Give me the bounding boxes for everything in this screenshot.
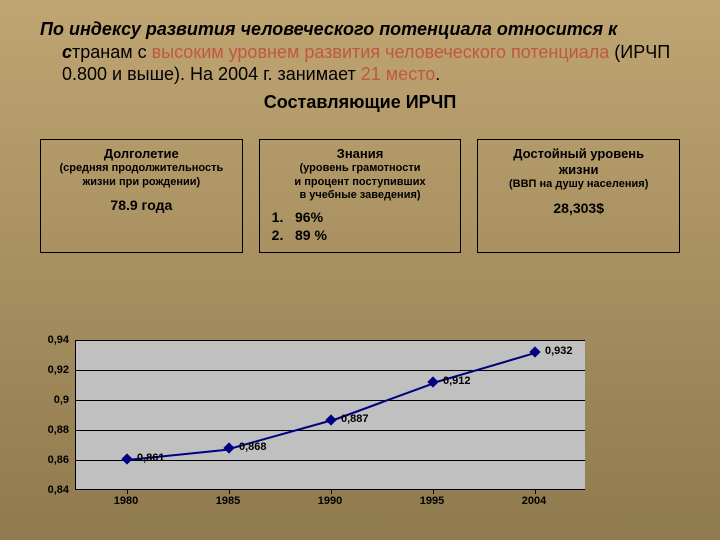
- orange-text-2: 21 место: [361, 64, 435, 84]
- y-tick-label: 0,94: [48, 334, 69, 346]
- chart-data-label: 0,887: [341, 413, 369, 425]
- box-list-item: 1. 96%: [272, 209, 457, 227]
- box-subtitle: (уровень грамотностии процент поступивши…: [264, 162, 457, 203]
- component-box: Знания(уровень грамотностии процент пост…: [259, 139, 462, 254]
- x-tick-label: 1985: [216, 495, 240, 507]
- box-subtitle: (ВВП на душу населения): [482, 178, 675, 192]
- intro-paragraph: По индексу развития человеческого потенц…: [40, 18, 680, 86]
- y-axis-labels: 0,840,860,880,90,920,94: [35, 340, 73, 490]
- chart-data-label: 0,912: [443, 375, 471, 387]
- tail-text: .: [435, 64, 440, 84]
- y-tick-label: 0,92: [48, 364, 69, 376]
- plot-area: 0,861 0,868 0,887 0,912 0,932: [75, 340, 585, 490]
- subtitle: Составляющие ИРЧП: [40, 92, 680, 113]
- box-title: Знания: [264, 146, 457, 162]
- x-tick-label: 2004: [522, 495, 546, 507]
- y-tick-label: 0,86: [48, 454, 69, 466]
- gridline: [76, 430, 585, 431]
- slide: По индексу развития человеческого потенц…: [0, 0, 720, 540]
- x-tick-label: 1990: [318, 495, 342, 507]
- x-tick: [127, 489, 128, 494]
- box-subtitle: (средняя продолжительностьжизни при рожд…: [45, 162, 238, 190]
- x-tick: [433, 489, 434, 494]
- chart-data-label: 0,861: [137, 452, 165, 464]
- chart-data-label: 0,932: [545, 345, 573, 357]
- x-tick-label: 1980: [114, 495, 138, 507]
- x-tick-label: 1995: [420, 495, 444, 507]
- gridline: [76, 340, 585, 341]
- chart-marker: [223, 442, 234, 453]
- y-tick-label: 0,84: [48, 484, 69, 496]
- box-title: Долголетие: [45, 146, 238, 162]
- chart-marker: [325, 414, 336, 425]
- component-boxes: Долголетие(средняя продолжительностьжизн…: [40, 139, 680, 254]
- box-list: 1. 96%2. 89 %: [264, 209, 457, 244]
- x-tick: [331, 489, 332, 494]
- y-tick-label: 0,88: [48, 424, 69, 436]
- box-title: Достойный уровеньжизни: [482, 146, 675, 179]
- gridline: [76, 370, 585, 371]
- gridline: [76, 400, 585, 401]
- chart-data-label: 0,868: [239, 441, 267, 453]
- x-tick: [229, 489, 230, 494]
- chart-marker: [121, 453, 132, 464]
- box-value: 78.9 года: [45, 197, 238, 215]
- after-lead: транам с: [72, 42, 152, 62]
- component-box: Долголетие(средняя продолжительностьжизн…: [40, 139, 243, 254]
- y-tick-label: 0,9: [54, 394, 69, 406]
- box-value: 28,303$: [482, 200, 675, 218]
- box-list-item: 2. 89 %: [272, 227, 457, 245]
- orange-text-1: высоким уровнем развития человеческого п…: [152, 42, 610, 62]
- chart-marker: [529, 346, 540, 357]
- hdi-chart: 0,840,860,880,90,920,94 0,8610,8680,8870…: [35, 340, 595, 520]
- component-box: Достойный уровеньжизни(ВВП на душу насел…: [477, 139, 680, 254]
- x-tick: [535, 489, 536, 494]
